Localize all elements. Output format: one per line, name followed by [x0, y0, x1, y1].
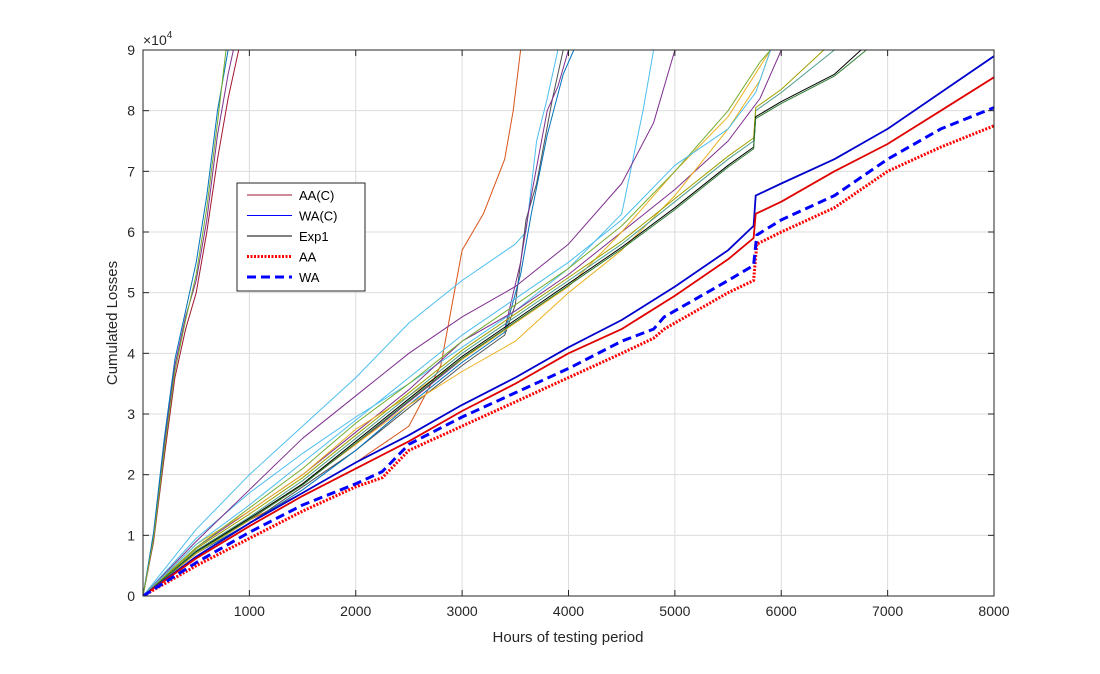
x-axis-label: Hours of testing period: [493, 629, 644, 646]
series-line-green-1: [143, 50, 771, 596]
y-tick-label: 6: [127, 224, 135, 240]
legend: AA(C) WA(C) Exp1 AA WA: [236, 182, 366, 292]
y-tick-label: 8: [127, 103, 135, 119]
y-axis-label: Cumulated Losses: [104, 261, 121, 385]
legend-label: AA: [299, 250, 317, 265]
series-line-olive-1: [143, 50, 825, 596]
series-line-cyan-2: [143, 50, 655, 596]
series-line-wa-c-main: [143, 55, 994, 596]
x-tick-label: 5000: [659, 603, 690, 619]
series-line-aa-c-main: [143, 76, 994, 596]
x-tick-label: 7000: [872, 603, 903, 619]
y-tick-label: 0: [127, 588, 135, 604]
legend-label: Exp1: [299, 229, 329, 244]
series-line-cyan-upper: [143, 50, 559, 596]
ticks: 1000 2000 3000 4000 5000 6000 7000 8000 0 1 2 3 4 5 6 7…: [127, 42, 1010, 619]
y-tick-label: 1: [127, 527, 135, 543]
series-line-steep-3: [143, 50, 229, 596]
y-tick-label: 4: [127, 345, 135, 361]
legend-label: WA(C): [299, 209, 338, 224]
series-line-green-dark: [143, 50, 867, 596]
x-tick-label: 2000: [340, 603, 371, 619]
y-tick-label: 5: [127, 285, 135, 301]
x-tick-label: 4000: [553, 603, 584, 619]
x-tick-label: 3000: [447, 603, 478, 619]
legend-box: [236, 182, 366, 292]
y-tick-label: 3: [127, 406, 135, 422]
series-line-purple-2: [143, 50, 676, 596]
legend-label: AA(C): [299, 188, 334, 203]
series-line-orange: [143, 50, 522, 596]
series-line-gray-steep: [143, 50, 564, 596]
x-tick-label: 6000: [766, 603, 797, 619]
x-tick-label: 8000: [978, 603, 1009, 619]
x-tick-label: 1000: [234, 603, 265, 619]
series-line-steep-4: [143, 50, 227, 596]
y-tick-label: 7: [127, 163, 135, 179]
series-line-aa: [143, 124, 994, 596]
series-line-steep-2: [143, 50, 240, 596]
series-group: [143, 50, 994, 596]
series-line-wa: [143, 106, 994, 596]
y-tick-label: 9: [127, 42, 135, 58]
legend-label: WA: [299, 270, 320, 285]
series-line-exp1: [143, 50, 862, 596]
y-tick-label: 2: [127, 467, 135, 483]
series-line-cyan-3: [143, 50, 772, 596]
y-exponent-label: ×104: [143, 30, 173, 48]
